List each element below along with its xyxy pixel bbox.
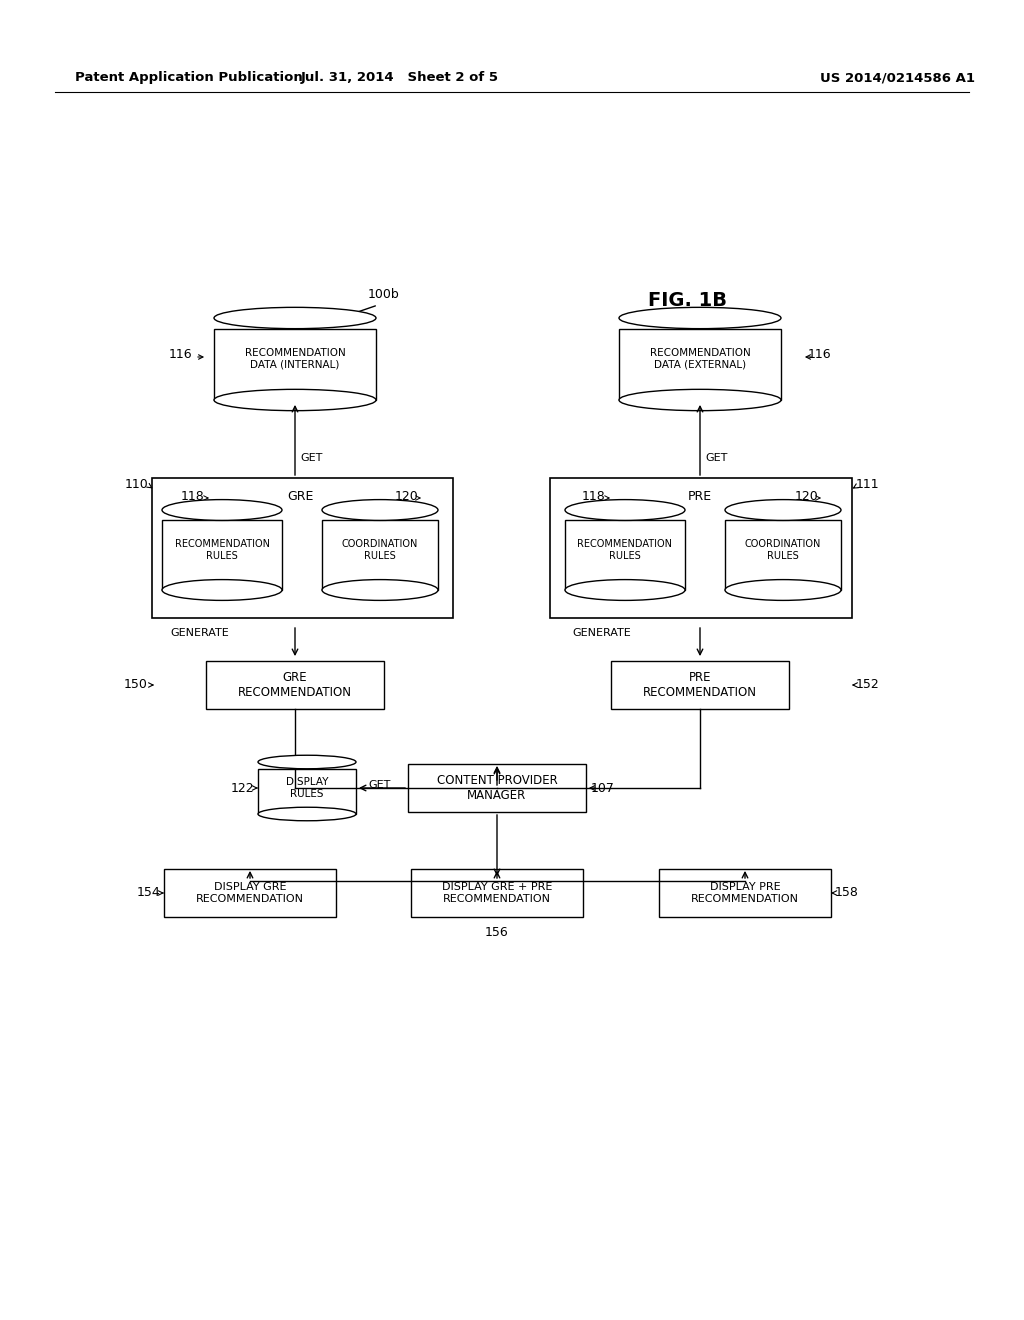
- Text: GENERATE: GENERATE: [572, 628, 631, 638]
- Ellipse shape: [565, 499, 685, 520]
- Ellipse shape: [725, 499, 841, 520]
- Ellipse shape: [258, 755, 356, 768]
- Bar: [258, 768, 356, 814]
- Text: GRE: GRE: [287, 490, 313, 503]
- Text: 150: 150: [124, 678, 148, 692]
- Text: PRE: PRE: [688, 490, 712, 503]
- Text: 158: 158: [835, 887, 859, 899]
- Bar: [550, 478, 852, 618]
- Text: 116: 116: [808, 348, 831, 362]
- Ellipse shape: [322, 579, 438, 601]
- Bar: [152, 478, 453, 618]
- Text: 152: 152: [856, 678, 880, 692]
- Ellipse shape: [322, 499, 438, 520]
- Text: 118: 118: [180, 490, 204, 503]
- Text: 100b: 100b: [368, 289, 399, 301]
- Text: RECOMMENDATION
DATA (INTERNAL): RECOMMENDATION DATA (INTERNAL): [245, 348, 345, 370]
- Text: PRE
RECOMMENDATION: PRE RECOMMENDATION: [643, 671, 757, 700]
- Text: Patent Application Publication: Patent Application Publication: [75, 71, 303, 84]
- Text: RECOMMENDATION
RULES: RECOMMENDATION RULES: [578, 539, 673, 561]
- Text: CONTENT PROVIDER
MANAGER: CONTENT PROVIDER MANAGER: [436, 774, 557, 803]
- Text: 116: 116: [168, 348, 193, 362]
- Text: DISPLAY GRE + PRE
RECOMMENDATION: DISPLAY GRE + PRE RECOMMENDATION: [441, 882, 552, 904]
- Ellipse shape: [162, 499, 282, 520]
- Bar: [214, 329, 376, 400]
- Bar: [618, 329, 781, 400]
- Bar: [411, 869, 583, 917]
- Text: FIG. 1B: FIG. 1B: [648, 290, 727, 309]
- Text: 120: 120: [795, 490, 818, 503]
- Text: DISPLAY GRE
RECOMMENDATION: DISPLAY GRE RECOMMENDATION: [196, 882, 304, 904]
- Text: Jul. 31, 2014   Sheet 2 of 5: Jul. 31, 2014 Sheet 2 of 5: [301, 71, 499, 84]
- Bar: [659, 869, 831, 917]
- Text: 118: 118: [582, 490, 605, 503]
- Text: 154: 154: [136, 887, 160, 899]
- Bar: [565, 520, 685, 590]
- Ellipse shape: [258, 808, 356, 821]
- Text: 107: 107: [591, 781, 614, 795]
- Text: GET: GET: [369, 780, 391, 789]
- Text: GET: GET: [300, 453, 323, 463]
- Ellipse shape: [565, 579, 685, 601]
- Text: US 2014/0214586 A1: US 2014/0214586 A1: [820, 71, 975, 84]
- Ellipse shape: [725, 579, 841, 601]
- Text: GET: GET: [705, 453, 727, 463]
- Bar: [206, 661, 384, 709]
- Bar: [162, 520, 282, 590]
- Bar: [611, 661, 790, 709]
- Text: 156: 156: [485, 927, 509, 940]
- Text: DISPLAY PRE
RECOMMENDATION: DISPLAY PRE RECOMMENDATION: [691, 882, 799, 904]
- Text: RECOMMENDATION
RULES: RECOMMENDATION RULES: [174, 539, 269, 561]
- Text: 110: 110: [124, 478, 148, 491]
- Bar: [725, 520, 841, 590]
- Text: RECOMMENDATION
DATA (EXTERNAL): RECOMMENDATION DATA (EXTERNAL): [649, 348, 751, 370]
- Text: COORDINATION
RULES: COORDINATION RULES: [342, 539, 418, 561]
- Ellipse shape: [618, 389, 781, 411]
- Text: 122: 122: [230, 781, 254, 795]
- Text: GENERATE: GENERATE: [170, 628, 228, 638]
- Ellipse shape: [214, 308, 376, 329]
- Ellipse shape: [162, 579, 282, 601]
- Ellipse shape: [618, 308, 781, 329]
- Bar: [164, 869, 336, 917]
- Ellipse shape: [214, 389, 376, 411]
- Bar: [322, 520, 438, 590]
- Text: 120: 120: [394, 490, 418, 503]
- Text: COORDINATION
RULES: COORDINATION RULES: [744, 539, 821, 561]
- Bar: [408, 764, 586, 812]
- Text: DISPLAY
RULES: DISPLAY RULES: [286, 777, 329, 799]
- Text: 111: 111: [856, 478, 880, 491]
- Text: GRE
RECOMMENDATION: GRE RECOMMENDATION: [238, 671, 352, 700]
